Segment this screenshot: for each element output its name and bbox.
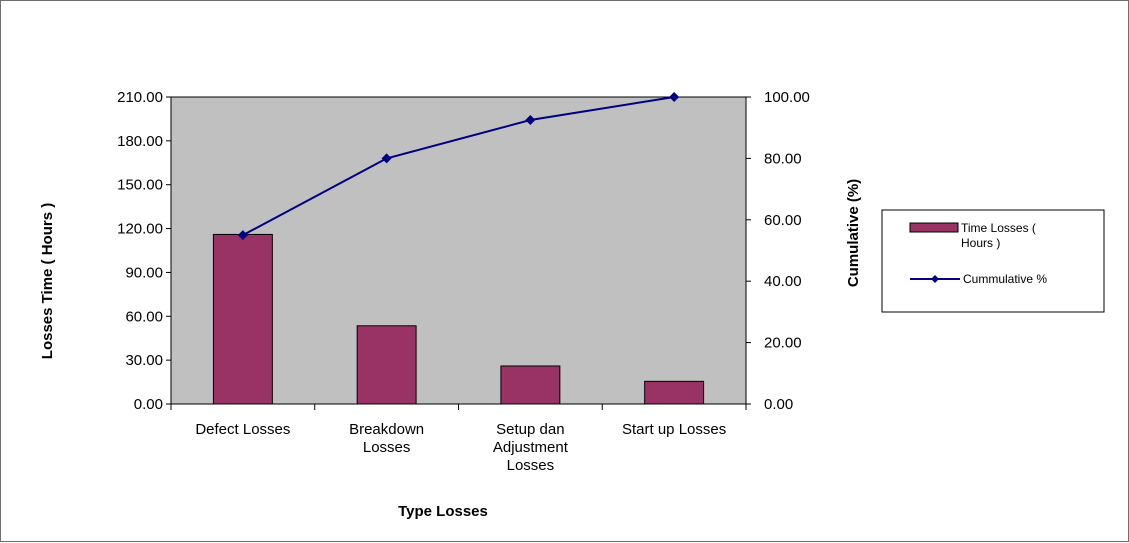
line-point	[237, 230, 248, 241]
cumulative-line	[242, 96, 675, 237]
y2-tick-label: 100.00	[764, 89, 810, 106]
legend-swatch-marker	[931, 275, 939, 283]
y-tick-label: 120.00	[117, 221, 163, 238]
y-tick-label: 180.00	[117, 133, 163, 150]
legend-label-bar: Time Losses (Hours )	[961, 221, 1036, 250]
bar	[356, 325, 417, 405]
x-tick-label: Defect Losses	[195, 421, 290, 438]
y2-axis-title: Cumulative (%)	[845, 179, 862, 287]
legend-swatch-bar	[909, 222, 959, 233]
line-point	[381, 153, 392, 164]
y-tick-label: 0.00	[134, 396, 163, 413]
legend-label-line: Cummulative %	[963, 272, 1047, 286]
y-tick-label: 150.00	[117, 177, 163, 194]
y-tick-label: 210.00	[117, 89, 163, 106]
x-tick-label: Setup dan Adjustment Losses	[493, 421, 569, 474]
x-tick-label: Breakdown Losses	[349, 421, 424, 456]
y-tick-label: 90.00	[125, 264, 163, 281]
legend: Time Losses (Hours ) Cummulative %	[881, 209, 1105, 313]
line-point	[525, 115, 536, 126]
y2-tick-label: 20.00	[764, 335, 802, 352]
x-axis-title: Type Losses	[398, 503, 488, 520]
y2-tick-label: 40.00	[764, 273, 802, 290]
y-tick-label: 60.00	[125, 308, 163, 325]
line-point	[669, 92, 680, 102]
y2-tick-label: 80.00	[764, 150, 802, 167]
bar	[212, 233, 273, 405]
x-tick-label: Start up Losses	[622, 421, 726, 438]
bar	[644, 380, 705, 405]
y-tick-label: 30.00	[125, 352, 163, 369]
y-axis-title: Losses Time ( Hours )	[39, 203, 56, 359]
y2-tick-label: 0.00	[764, 396, 793, 413]
y2-tick-label: 60.00	[764, 212, 802, 229]
bar	[500, 365, 561, 405]
